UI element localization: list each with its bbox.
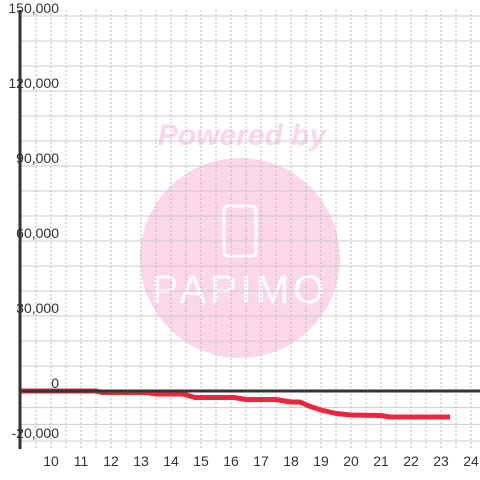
x-tick-label: 12 — [103, 453, 119, 469]
watermark-phone — [222, 204, 258, 258]
x-tick-label: 13 — [133, 453, 149, 469]
x-tick-label: 22 — [403, 453, 419, 469]
x-tick-label: 20 — [343, 453, 359, 469]
x-tick-label: 14 — [163, 453, 179, 469]
x-tick-label: 23 — [433, 453, 449, 469]
y-tick-label: 120,000 — [8, 75, 59, 91]
x-tick-label: 21 — [373, 453, 389, 469]
x-tick-label: 17 — [253, 453, 269, 469]
data-line — [21, 388, 450, 420]
watermark: Powered by PAPIMO — [140, 119, 340, 358]
watermark-circle — [140, 158, 340, 358]
x-tick-label: 24 — [463, 453, 479, 469]
y-tick-label: -20,000 — [12, 425, 60, 441]
x-tick-label: 16 — [223, 453, 239, 469]
watermark-text: Powered by — [158, 119, 328, 152]
x-tick-label: 15 — [193, 453, 209, 469]
x-tick-label: 11 — [74, 453, 89, 469]
y-tick-label: 60,000 — [16, 225, 59, 241]
y-tick-label: 90,000 — [16, 150, 59, 166]
watermark-logo: PAPIMO — [152, 268, 329, 312]
y-tick-label: 0 — [51, 375, 59, 391]
y-tick-label: 150,000 — [8, 0, 59, 16]
x-tick-label: 10 — [43, 453, 59, 469]
x-tick-label: 18 — [283, 453, 299, 469]
y-tick-label: 30,000 — [16, 300, 59, 316]
x-tick-label: 19 — [313, 453, 329, 469]
